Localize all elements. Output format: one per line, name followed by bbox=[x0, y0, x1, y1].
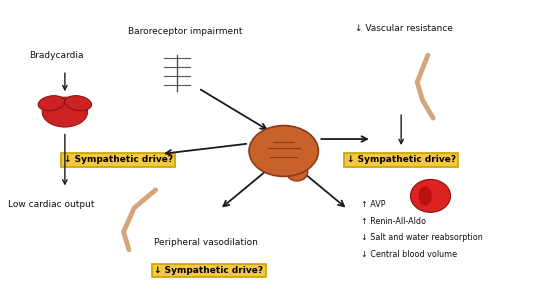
Text: Peripheral vasodilation: Peripheral vasodilation bbox=[155, 238, 258, 247]
Ellipse shape bbox=[42, 97, 88, 127]
Text: ↑ AVP: ↑ AVP bbox=[361, 200, 386, 209]
Text: ↓ Sympathetic drive?: ↓ Sympathetic drive? bbox=[63, 156, 173, 165]
Ellipse shape bbox=[411, 179, 450, 212]
Ellipse shape bbox=[418, 186, 432, 206]
Text: ↓ Central blood volume: ↓ Central blood volume bbox=[361, 250, 457, 259]
Text: ↓ Sympathetic drive?: ↓ Sympathetic drive? bbox=[155, 266, 263, 275]
Ellipse shape bbox=[65, 96, 92, 111]
Text: Low cardiac output: Low cardiac output bbox=[8, 200, 95, 209]
Text: Bradycardia: Bradycardia bbox=[30, 51, 84, 60]
Ellipse shape bbox=[286, 163, 308, 181]
Text: ↓ Salt and water reabsorption: ↓ Salt and water reabsorption bbox=[361, 233, 483, 242]
Text: ↓ Vascular resistance: ↓ Vascular resistance bbox=[355, 24, 453, 33]
Ellipse shape bbox=[249, 126, 319, 176]
Text: ↓ Sympathetic drive?: ↓ Sympathetic drive? bbox=[347, 156, 456, 165]
Text: ↑ Renin-AII-Aldo: ↑ Renin-AII-Aldo bbox=[361, 217, 426, 226]
Text: Baroreceptor impairment: Baroreceptor impairment bbox=[128, 27, 242, 36]
Ellipse shape bbox=[38, 96, 65, 111]
